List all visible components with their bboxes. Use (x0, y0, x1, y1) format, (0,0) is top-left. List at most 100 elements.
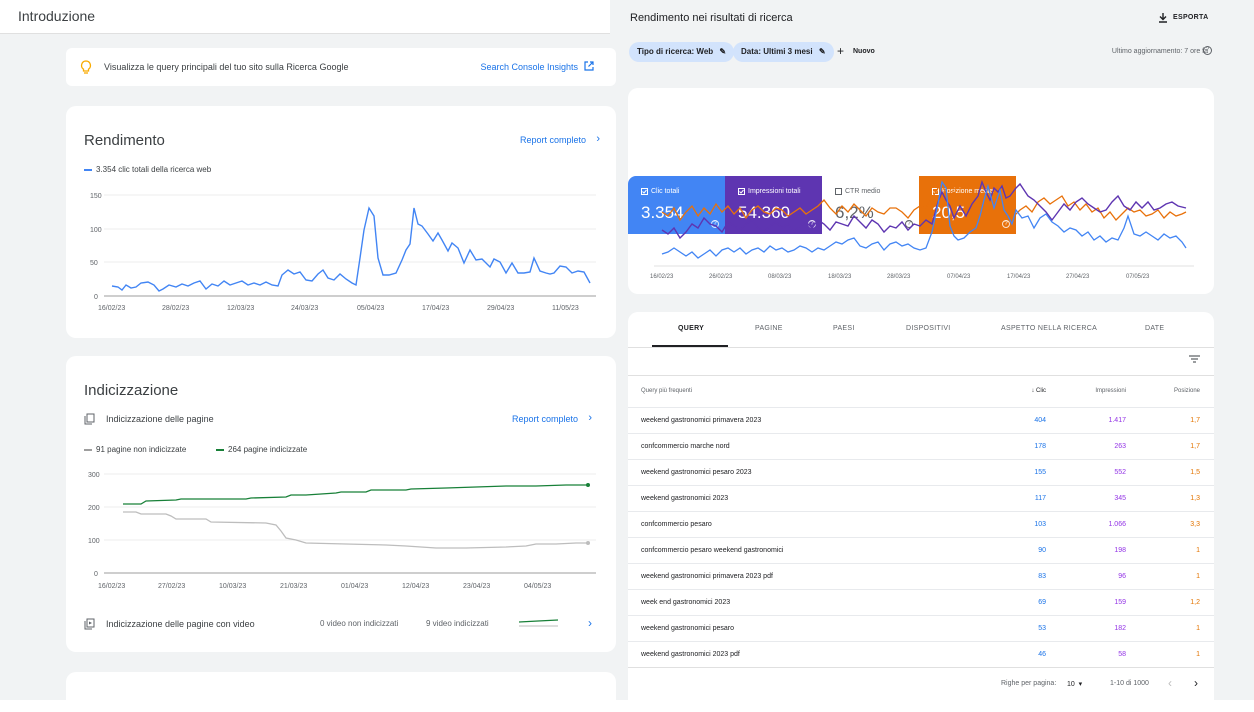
chip-label: Tipo di ricerca: Web (637, 47, 714, 56)
chevron-right-icon[interactable]: › (588, 616, 592, 630)
x-tick: 11/05/23 (552, 305, 579, 312)
impressions-cell: 345 (1114, 495, 1126, 502)
performance-title: Rendimento nei risultati di ricerca (630, 12, 793, 24)
lightbulb-icon (80, 60, 92, 74)
position-cell: 1,7 (1190, 443, 1200, 450)
add-icon[interactable]: + (837, 44, 845, 58)
edit-icon: ✎ (818, 47, 826, 56)
date-chip[interactable]: Data: Ultimi 3 mesi ✎ (733, 42, 834, 62)
table-row[interactable]: week end gastronomici 2023 69 159 1,2 (628, 589, 1214, 615)
rendimento-card: Rendimento Report completo › 3.354 clic … (66, 106, 616, 338)
table-row[interactable]: weekend gastronomici 2023 117 345 1,3 (628, 485, 1214, 511)
legend-swatch (84, 169, 92, 171)
filter-icon[interactable] (1189, 355, 1200, 363)
clicks-cell: 103 (1034, 521, 1046, 528)
x-tick: 27/02/23 (158, 583, 185, 590)
col-query: Query più frequenti (641, 388, 693, 394)
clicks-cell: 83 (1038, 573, 1046, 580)
tab-indicator (652, 345, 728, 347)
chevron-right-icon[interactable]: › (596, 133, 600, 145)
metric-ctr[interactable]: CTR medio 6,2% ? (822, 176, 919, 234)
x-tick: 23/04/23 (463, 583, 490, 590)
query-cell: weekend gastronomici pesaro 2023 (641, 469, 752, 476)
position-cell: 1 (1196, 625, 1200, 632)
help-icon[interactable]: ? (905, 220, 913, 228)
query-cell: confcommercio marche nord (641, 443, 730, 450)
tab-query[interactable]: QUERY (678, 325, 705, 332)
x-tick: 07/05/23 (1126, 274, 1150, 280)
y-tick: 100 (88, 538, 100, 545)
rows-value: 10 (1067, 681, 1075, 688)
download-icon[interactable] (1158, 12, 1168, 23)
table-row[interactable]: weekend gastronomici 2023 pdf 46 58 1 (628, 641, 1214, 667)
query-cell: weekend gastronomici pesaro (641, 625, 734, 632)
search-type-chip[interactable]: Tipo di ricerca: Web ✎ (629, 42, 735, 62)
x-tick: 05/04/23 (357, 305, 384, 312)
table-row[interactable]: weekend gastronomici primavera 2023 pdf 8… (628, 563, 1214, 589)
insights-link[interactable]: Search Console Insights (480, 62, 578, 72)
insights-text: Visualizza le query principali del tuo s… (104, 62, 349, 72)
performance-chart: 16/02/23 26/02/23 08/03/23 18/03/23 28/0… (650, 179, 1194, 280)
table-row[interactable]: weekend gastronomici pesaro 53 182 1 (628, 615, 1214, 641)
tab-dispositivi[interactable]: DISPOSITIVI (906, 325, 951, 332)
x-tick: 12/03/23 (227, 305, 254, 312)
y-tick: 300 (88, 472, 100, 479)
table-row[interactable]: weekend gastronomici pesaro 2023 155 552 1,… (628, 459, 1214, 485)
help-icon[interactable]: ? (1002, 220, 1010, 228)
y-tick: 0 (94, 571, 98, 578)
impressions-cell: 182 (1114, 625, 1126, 632)
tab-paesi[interactable]: PAESI (833, 325, 855, 332)
table-row[interactable]: confcommercio pesaro weekend gastronomic… (628, 537, 1214, 563)
x-tick: 21/03/23 (280, 583, 307, 590)
help-icon[interactable]: ? (1203, 46, 1212, 55)
right-panel: Rendimento nei risultati di ricerca ESPO… (620, 0, 1254, 700)
next-page-icon[interactable]: › (1194, 676, 1198, 690)
position-cell: 1,3 (1190, 495, 1200, 502)
open-external-icon[interactable] (584, 61, 594, 71)
clicks-cell: 46 (1038, 651, 1046, 658)
video-not-indexed: 0 video non indicizzati (320, 619, 399, 628)
prev-page-icon[interactable]: ‹ (1168, 676, 1172, 690)
edit-icon: ✎ (719, 47, 727, 56)
query-cell: weekend gastronomici primavera 2023 (641, 417, 762, 424)
x-tick: 28/03/23 (887, 274, 911, 280)
tab-date[interactable]: DATE (1145, 325, 1165, 332)
query-cell: confcommercio pesaro weekend gastronomic… (641, 547, 784, 554)
chip-label: Data: Ultimi 3 mesi (741, 47, 813, 56)
clicks-cell: 53 (1038, 625, 1046, 632)
impressions-cell: 1.066 (1108, 521, 1126, 528)
rendimento-chart: 150 100 50 0 16/02/23 28/02/23 12/03/23 … (90, 193, 596, 312)
divider (628, 347, 1214, 348)
position-cell: 1,7 (1190, 417, 1200, 424)
metric-label: Posizione media (942, 188, 994, 195)
tab-pagine[interactable]: PAGINE (755, 325, 783, 332)
metric-impressions[interactable]: Impressioni totali 54.360 ? (725, 176, 822, 234)
legend-not-indexed: 91 pagine non indicizzate (96, 445, 187, 454)
col-position[interactable]: Posizione (1173, 388, 1200, 394)
table-row[interactable]: confcommercio marche nord 178 263 1,7 (628, 433, 1214, 459)
metric-label: Impressioni totali (748, 188, 801, 195)
tab-aspetto[interactable]: ASPETTO NELLA RICERCA (1001, 325, 1098, 332)
pagination: Righe per pagina: 10 ▾ 1-10 di 1000 ‹ › (628, 667, 1214, 700)
chevron-right-icon[interactable]: › (588, 412, 592, 424)
col-clicks[interactable]: ↓ Clic (1031, 388, 1046, 394)
table-row[interactable]: confcommercio pesaro 103 1.066 3,3 (628, 511, 1214, 537)
video-sparkline (518, 619, 559, 627)
export-button[interactable]: ESPORTA (1173, 14, 1209, 21)
next-card (66, 672, 616, 712)
impressions-cell: 263 (1114, 443, 1126, 450)
rows-per-page-select[interactable]: 10 ▾ (1067, 681, 1083, 688)
metric-position[interactable]: Posizione media 20,5 ? (919, 176, 1016, 234)
x-tick: 07/04/23 (947, 274, 971, 280)
x-tick: 17/04/23 (422, 305, 449, 312)
metric-clicks[interactable]: Clic totali 3.354 ? (628, 176, 725, 234)
rendimento-report-link[interactable]: Report completo (519, 135, 586, 145)
table-row[interactable]: weekend gastronomici primavera 2023 404 1.… (628, 407, 1214, 433)
x-tick: 16/02/23 (98, 305, 125, 312)
indicizzazione-report-link[interactable]: Report completo (511, 414, 578, 424)
legend-indexed: 264 pagine indicizzate (228, 445, 308, 454)
new-filter-button[interactable]: Nuovo (853, 48, 875, 55)
col-impressions[interactable]: Impressioni (1095, 388, 1126, 394)
position-cell: 1 (1196, 651, 1200, 658)
clicks-cell: 155 (1034, 469, 1046, 476)
